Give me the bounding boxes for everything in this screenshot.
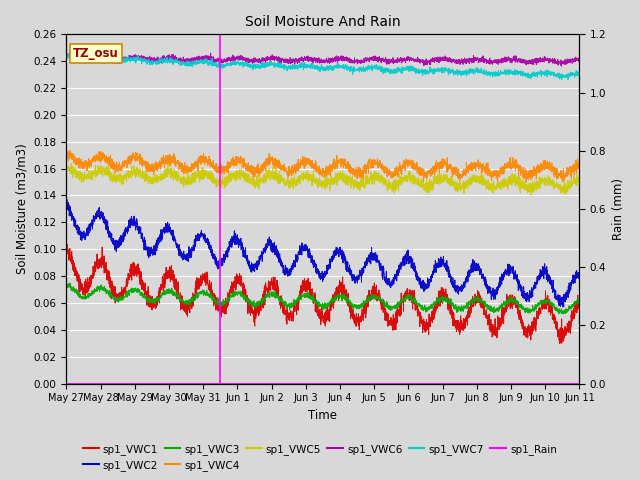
Legend: sp1_VWC1, sp1_VWC2, sp1_VWC3, sp1_VWC4, sp1_VWC5, sp1_VWC6, sp1_VWC7, sp1_Rain: sp1_VWC1, sp1_VWC2, sp1_VWC3, sp1_VWC4, …: [79, 439, 561, 475]
Text: TZ_osu: TZ_osu: [73, 47, 119, 60]
Y-axis label: Rain (mm): Rain (mm): [612, 178, 625, 240]
X-axis label: Time: Time: [308, 409, 337, 422]
Y-axis label: Soil Moisture (m3/m3): Soil Moisture (m3/m3): [15, 144, 28, 274]
Title: Soil Moisture And Rain: Soil Moisture And Rain: [245, 15, 401, 29]
